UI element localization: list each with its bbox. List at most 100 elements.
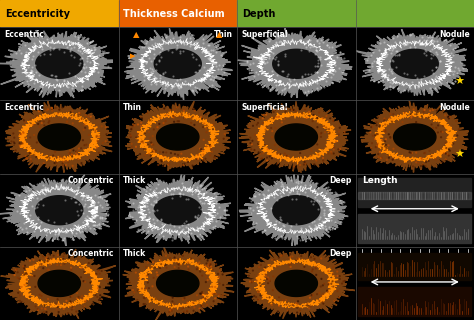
Point xyxy=(21,194,29,199)
Point xyxy=(311,70,319,75)
Point xyxy=(43,233,50,238)
Point xyxy=(386,135,394,140)
Point xyxy=(26,75,33,80)
Point xyxy=(91,193,99,198)
Point xyxy=(304,236,311,241)
Point xyxy=(40,161,47,166)
Point xyxy=(43,255,50,260)
Point xyxy=(132,144,140,149)
Point xyxy=(261,60,268,65)
Point xyxy=(335,129,343,134)
Point xyxy=(192,228,200,233)
Point xyxy=(54,236,62,241)
Point xyxy=(142,264,150,269)
Point xyxy=(276,215,283,220)
Bar xyxy=(358,253,471,280)
Point xyxy=(436,59,444,64)
Point xyxy=(156,149,164,155)
Point xyxy=(409,80,416,85)
Point xyxy=(180,305,187,310)
Text: Concentric: Concentric xyxy=(68,176,115,185)
Point xyxy=(301,184,309,189)
Point xyxy=(411,44,419,49)
Bar xyxy=(358,287,471,316)
Point xyxy=(42,256,50,261)
Point xyxy=(420,109,428,114)
Point xyxy=(325,281,332,286)
Point xyxy=(268,302,275,308)
Point xyxy=(195,195,202,200)
Point xyxy=(318,130,325,135)
Point xyxy=(209,284,216,289)
Point xyxy=(418,156,426,162)
Point xyxy=(102,200,109,205)
Point xyxy=(27,186,35,191)
Point xyxy=(325,44,333,50)
Point xyxy=(73,192,80,197)
Point xyxy=(424,35,431,40)
Point xyxy=(428,153,436,158)
Point xyxy=(167,86,174,91)
Point xyxy=(128,144,136,149)
Point xyxy=(43,229,50,235)
Point xyxy=(390,85,397,90)
Point xyxy=(447,50,455,55)
Point xyxy=(74,37,82,42)
Point xyxy=(307,37,314,43)
Point xyxy=(312,264,320,269)
Point xyxy=(264,188,272,193)
Point xyxy=(154,272,161,277)
Point xyxy=(74,222,82,227)
Point xyxy=(68,230,76,235)
Point xyxy=(331,220,339,225)
Point xyxy=(98,215,106,220)
Point xyxy=(202,69,210,74)
Point xyxy=(272,107,279,112)
Point xyxy=(277,217,285,222)
Point xyxy=(295,191,303,196)
Point xyxy=(185,39,193,44)
Point xyxy=(206,267,213,272)
Point xyxy=(373,143,381,148)
Point xyxy=(374,151,382,156)
Point xyxy=(390,112,397,117)
Point xyxy=(271,257,278,262)
Point xyxy=(205,262,212,267)
Point xyxy=(255,297,262,302)
Point xyxy=(89,301,97,306)
Point xyxy=(209,201,217,206)
Point xyxy=(151,41,158,46)
Point xyxy=(146,56,153,61)
Point xyxy=(18,300,25,305)
Point xyxy=(374,115,382,120)
Point xyxy=(246,205,254,211)
Point xyxy=(286,252,294,257)
Point xyxy=(77,87,84,92)
Point xyxy=(420,42,428,47)
Point xyxy=(144,260,152,265)
Point xyxy=(160,121,167,126)
Point xyxy=(199,223,207,228)
Point xyxy=(455,127,463,132)
Polygon shape xyxy=(156,270,199,296)
Point xyxy=(304,89,312,94)
Point xyxy=(75,152,83,157)
Point xyxy=(85,158,92,164)
Point xyxy=(173,105,181,110)
Point xyxy=(68,307,75,312)
Point xyxy=(198,233,206,238)
Point xyxy=(82,113,90,118)
Point xyxy=(192,69,200,74)
Point xyxy=(187,256,195,261)
Point xyxy=(149,46,156,51)
Point xyxy=(18,79,26,84)
Point xyxy=(36,262,44,267)
Point xyxy=(19,211,27,216)
Point xyxy=(17,131,24,136)
Point xyxy=(182,224,190,229)
Point xyxy=(246,140,254,146)
Point xyxy=(46,44,54,50)
Polygon shape xyxy=(154,196,201,225)
Point xyxy=(156,116,164,121)
Point xyxy=(267,205,275,211)
